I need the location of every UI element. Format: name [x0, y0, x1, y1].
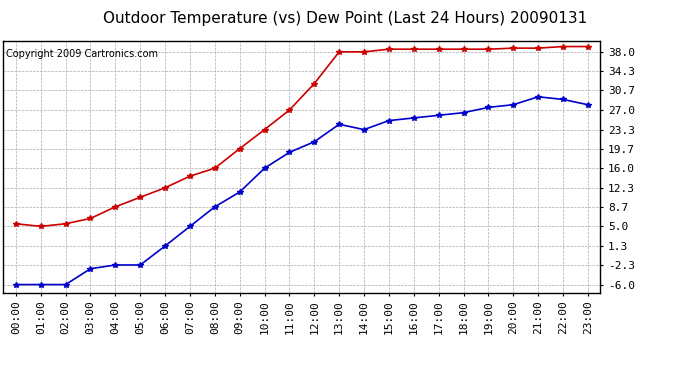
Text: Copyright 2009 Cartronics.com: Copyright 2009 Cartronics.com — [6, 49, 159, 59]
Text: Outdoor Temperature (vs) Dew Point (Last 24 Hours) 20090131: Outdoor Temperature (vs) Dew Point (Last… — [103, 11, 587, 26]
